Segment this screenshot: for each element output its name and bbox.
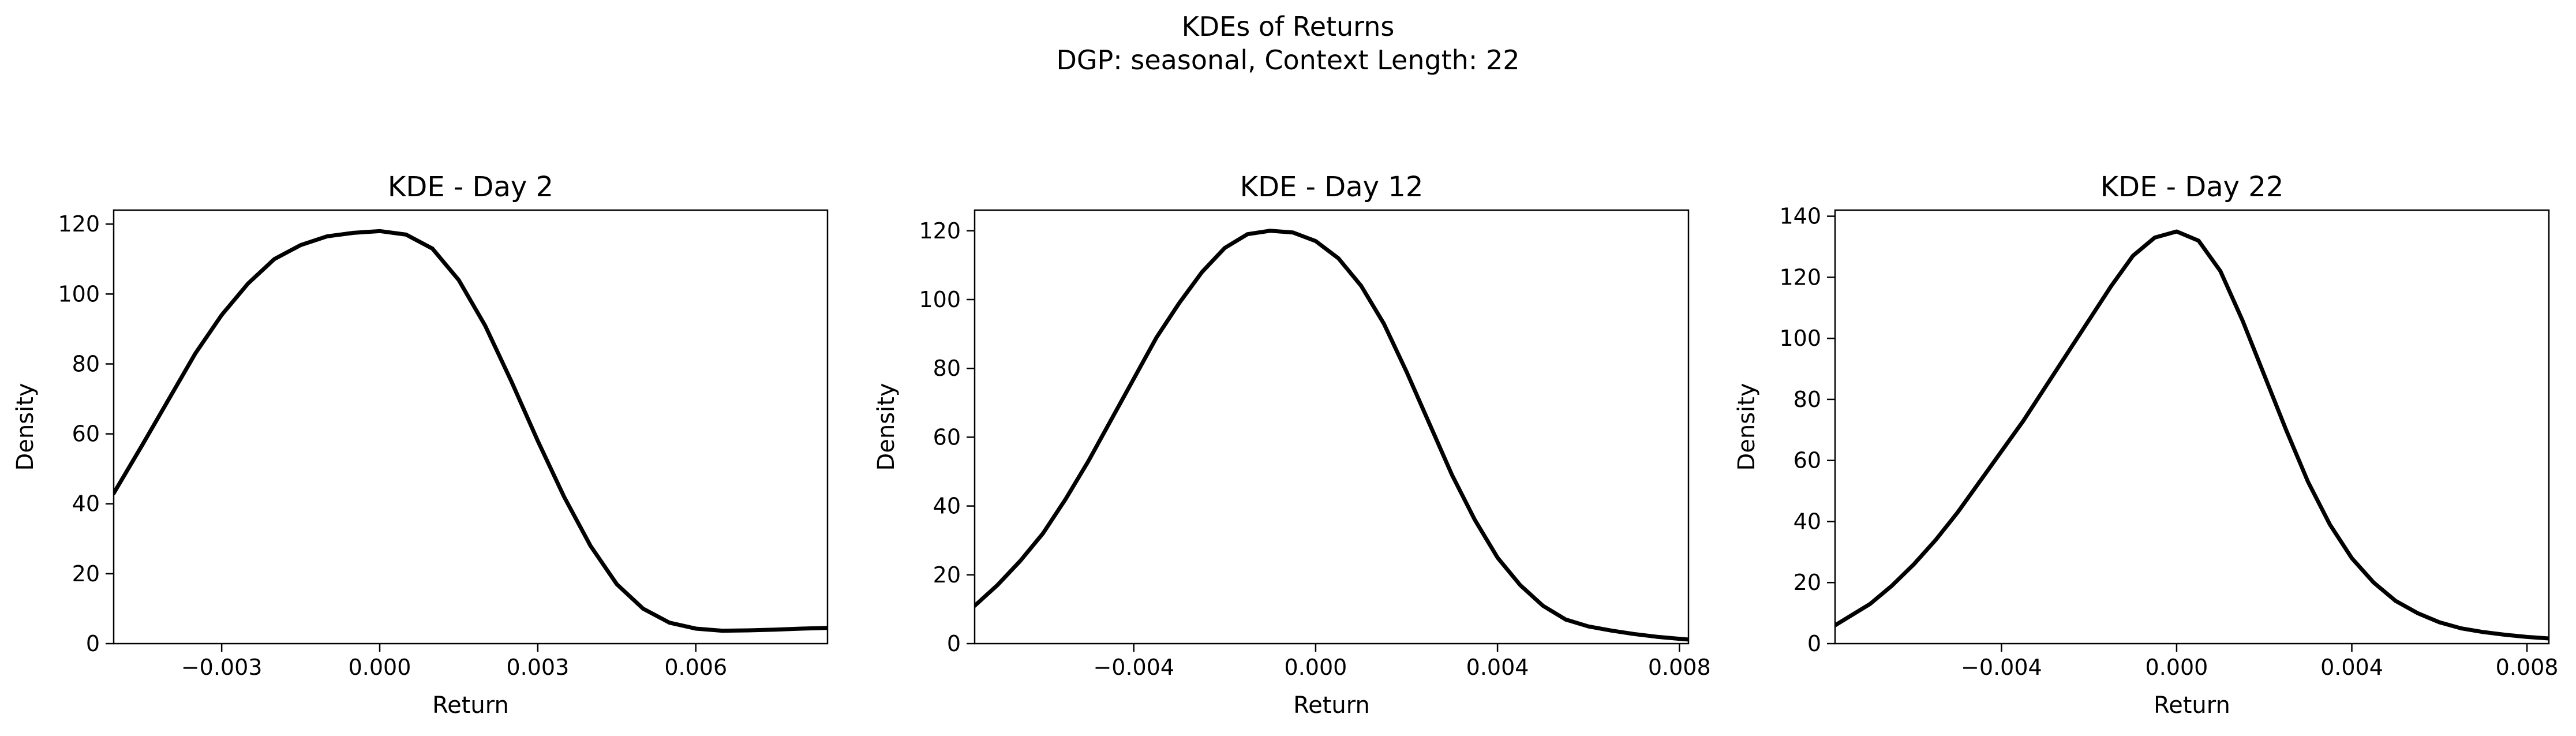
y-tick-label: 60 [933,424,961,450]
x-tick-label: 0.004 [2320,655,2383,680]
x-tick-label: 0.006 [664,655,727,680]
axes-frame [113,209,829,645]
y-tick-label: 80 [933,356,961,381]
y-tick-label: 40 [72,491,100,517]
y-tick-label: 0 [947,631,961,656]
y-tick-label: 20 [72,561,100,586]
subplot-title: KDE - Day 12 [1240,171,1424,203]
y-tick-label: 40 [933,494,961,519]
y-tick-label: 100 [919,287,961,312]
x-tick-label: 0.008 [1648,655,1711,680]
y-tick-label: 20 [1794,570,1821,595]
subplot-3: −0.004 0.000 0.004 0.008 0 20 40 60 80 100 120 140 K… [1733,171,2558,719]
y-tick-label: 100 [58,281,100,307]
y-tick-label: 40 [1794,509,1821,534]
x-tick-label: −0.004 [1093,655,1174,680]
x-tick-label: 0.004 [1466,655,1529,680]
subplot-1: −0.003 0.000 0.003 0.006 0 20 40 60 80 100 120 KDE … [12,171,829,719]
y-axis-label: Density [1733,383,1760,470]
kde-line [975,229,1688,642]
axes-frame [974,209,1690,645]
x-tick-label: 0.003 [506,655,569,680]
y-tick-label: 20 [933,562,961,588]
y-tick-label: 100 [1779,326,1821,351]
y-tick-label: 140 [1779,204,1821,229]
subplot-title: KDE - Day 2 [388,171,553,203]
subplot-title: KDE - Day 22 [2101,171,2284,203]
subplots: −0.003 0.000 0.003 0.006 0 20 40 60 80 100 120 KDE … [12,171,2558,719]
y-tick-label: 0 [86,631,100,656]
y-tick-label: 120 [58,211,100,237]
x-tick-label: 0.008 [2496,655,2559,680]
y-tick-label: 0 [1807,631,1821,656]
x-tick-label: −0.004 [1961,655,2042,680]
y-tick-label: 120 [919,218,961,244]
axes-frame [1834,209,2550,645]
y-tick-label: 60 [1794,448,1821,473]
y-tick-label: 80 [1794,387,1821,412]
figure-title: KDEs of Returns [1182,11,1395,42]
x-tick-label: 0.000 [2146,655,2208,680]
x-tick-label: −0.003 [181,655,263,680]
kde-line [114,229,828,633]
y-axis-label: Density [873,383,900,470]
x-axis-label: Return [2154,692,2230,719]
x-axis-label: Return [1293,692,1370,719]
y-axis-label: Density [12,383,39,470]
y-tick-label: 80 [72,351,100,376]
x-tick-label: 0.000 [1285,655,1347,680]
y-tick-label: 120 [1779,264,1821,290]
figure-subtitle: DGP: seasonal, Context Length: 22 [1056,44,1519,76]
subplot-2: −0.004 0.000 0.004 0.008 0 20 40 60 80 100 120 KDE … [873,171,1711,719]
kde-line [1835,229,2549,641]
y-tick-label: 60 [72,421,100,447]
x-tick-label: 0.000 [349,655,411,680]
x-axis-label: Return [432,692,509,719]
